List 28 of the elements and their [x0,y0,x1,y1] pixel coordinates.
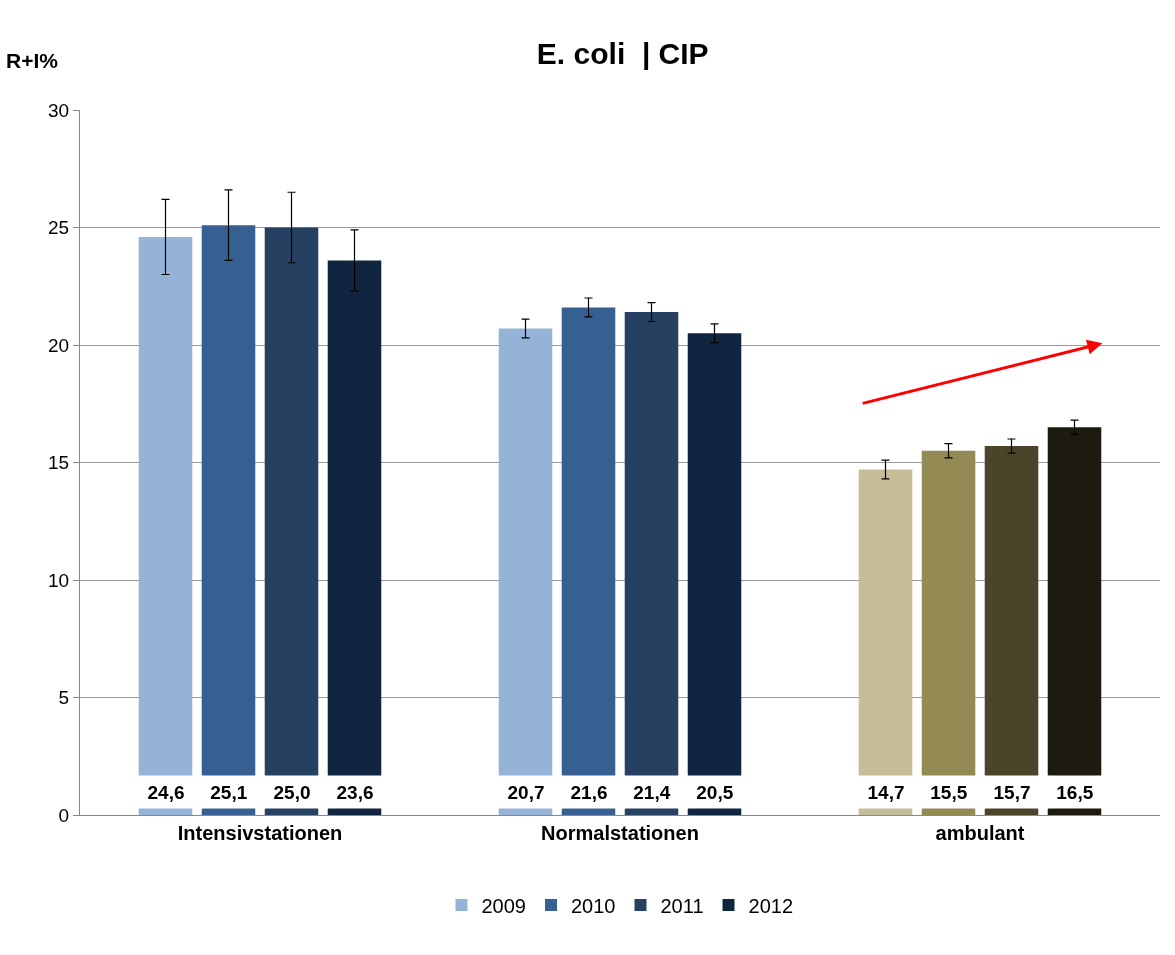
y-tick-label: 15 [48,452,70,474]
y-axis-title: R+I% [6,49,59,72]
y-tick-label: 10 [48,569,70,591]
y-tick-label: 0 [58,804,70,826]
data-label: 20,5 [696,781,734,803]
data-label: 21,6 [570,781,608,803]
data-label: 25,0 [273,781,311,803]
legend-label: 2009 [481,894,526,917]
data-label: 20,7 [507,781,545,803]
y-tick-label: 20 [48,334,70,356]
y-tick-label: 30 [48,99,70,121]
legend-label: 2011 [660,894,704,917]
x-tick-label: ambulant [935,822,1025,844]
x-tick-label: Intensivstationen [177,822,343,844]
data-label: 15,7 [993,781,1031,803]
data-label: 25,1 [210,781,248,803]
legend-label: 2012 [748,894,794,917]
legend-label: 2010 [571,894,616,917]
data-label: 16,5 [1056,781,1094,803]
data-label: 15,5 [930,781,968,803]
data-label: 21,4 [633,781,671,803]
x-tick-label: Normalstationen [541,822,699,844]
data-label: 14,7 [867,781,905,803]
data-label: 24,6 [147,781,185,803]
y-tick-label: 25 [48,217,70,239]
data-label: 23,6 [336,781,374,803]
y-tick-label: 5 [58,687,70,709]
chart-title: E. coli | CIP [536,36,709,70]
